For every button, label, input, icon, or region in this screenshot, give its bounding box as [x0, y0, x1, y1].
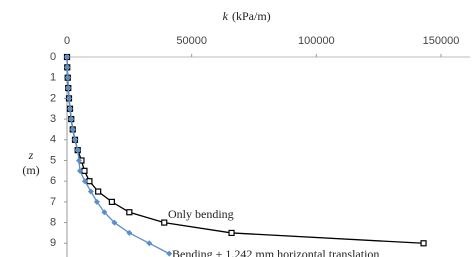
marker	[68, 116, 75, 123]
marker	[108, 198, 115, 205]
marker	[87, 188, 94, 195]
y-axis-unit: (m)	[22, 163, 39, 177]
x-axis-unit: (kPa/m)	[232, 9, 271, 23]
series-line	[66, 56, 170, 255]
marker	[420, 240, 427, 247]
marker	[69, 126, 76, 133]
marker	[101, 209, 108, 216]
marker	[93, 198, 100, 205]
y-tick-label: 2	[50, 92, 56, 104]
y-tick-label: 7	[50, 196, 56, 208]
y-tick-label: 9	[50, 237, 56, 249]
marker	[161, 219, 168, 226]
y-tick-label: 3	[50, 113, 56, 125]
marker	[71, 136, 78, 143]
x-tick-label: 100000	[298, 35, 335, 47]
marker	[74, 147, 81, 154]
y-tick-label: 4	[50, 134, 56, 146]
marker	[81, 178, 88, 185]
x-tick-label: 150000	[423, 35, 460, 47]
marker	[75, 157, 82, 164]
marker	[166, 250, 173, 257]
marker	[65, 85, 72, 92]
series-line	[66, 56, 424, 244]
marker	[111, 219, 118, 226]
series-label: Only bending	[168, 207, 234, 221]
marker	[76, 167, 83, 174]
marker	[126, 209, 133, 216]
x-tick-label: 50000	[176, 35, 207, 47]
marker	[64, 64, 71, 71]
marker	[65, 95, 72, 102]
marker	[126, 229, 133, 236]
marker	[146, 240, 153, 247]
y-tick-label: 8	[50, 216, 56, 228]
marker	[95, 188, 102, 195]
series-label: Bending + 1.242 mm horizontal translatio…	[172, 247, 379, 257]
x-tick-label: 0	[64, 35, 70, 47]
marker	[64, 74, 71, 81]
y-tick-label: 1	[50, 72, 56, 84]
y-axis-symbol: z	[28, 148, 34, 162]
y-tick-label: 0	[50, 51, 56, 63]
x-axis-symbol: k	[223, 9, 229, 23]
marker	[64, 54, 70, 60]
y-tick-label: 6	[50, 175, 56, 187]
y-tick-label: 5	[50, 154, 56, 166]
marker	[228, 229, 235, 237]
marker	[66, 105, 73, 112]
